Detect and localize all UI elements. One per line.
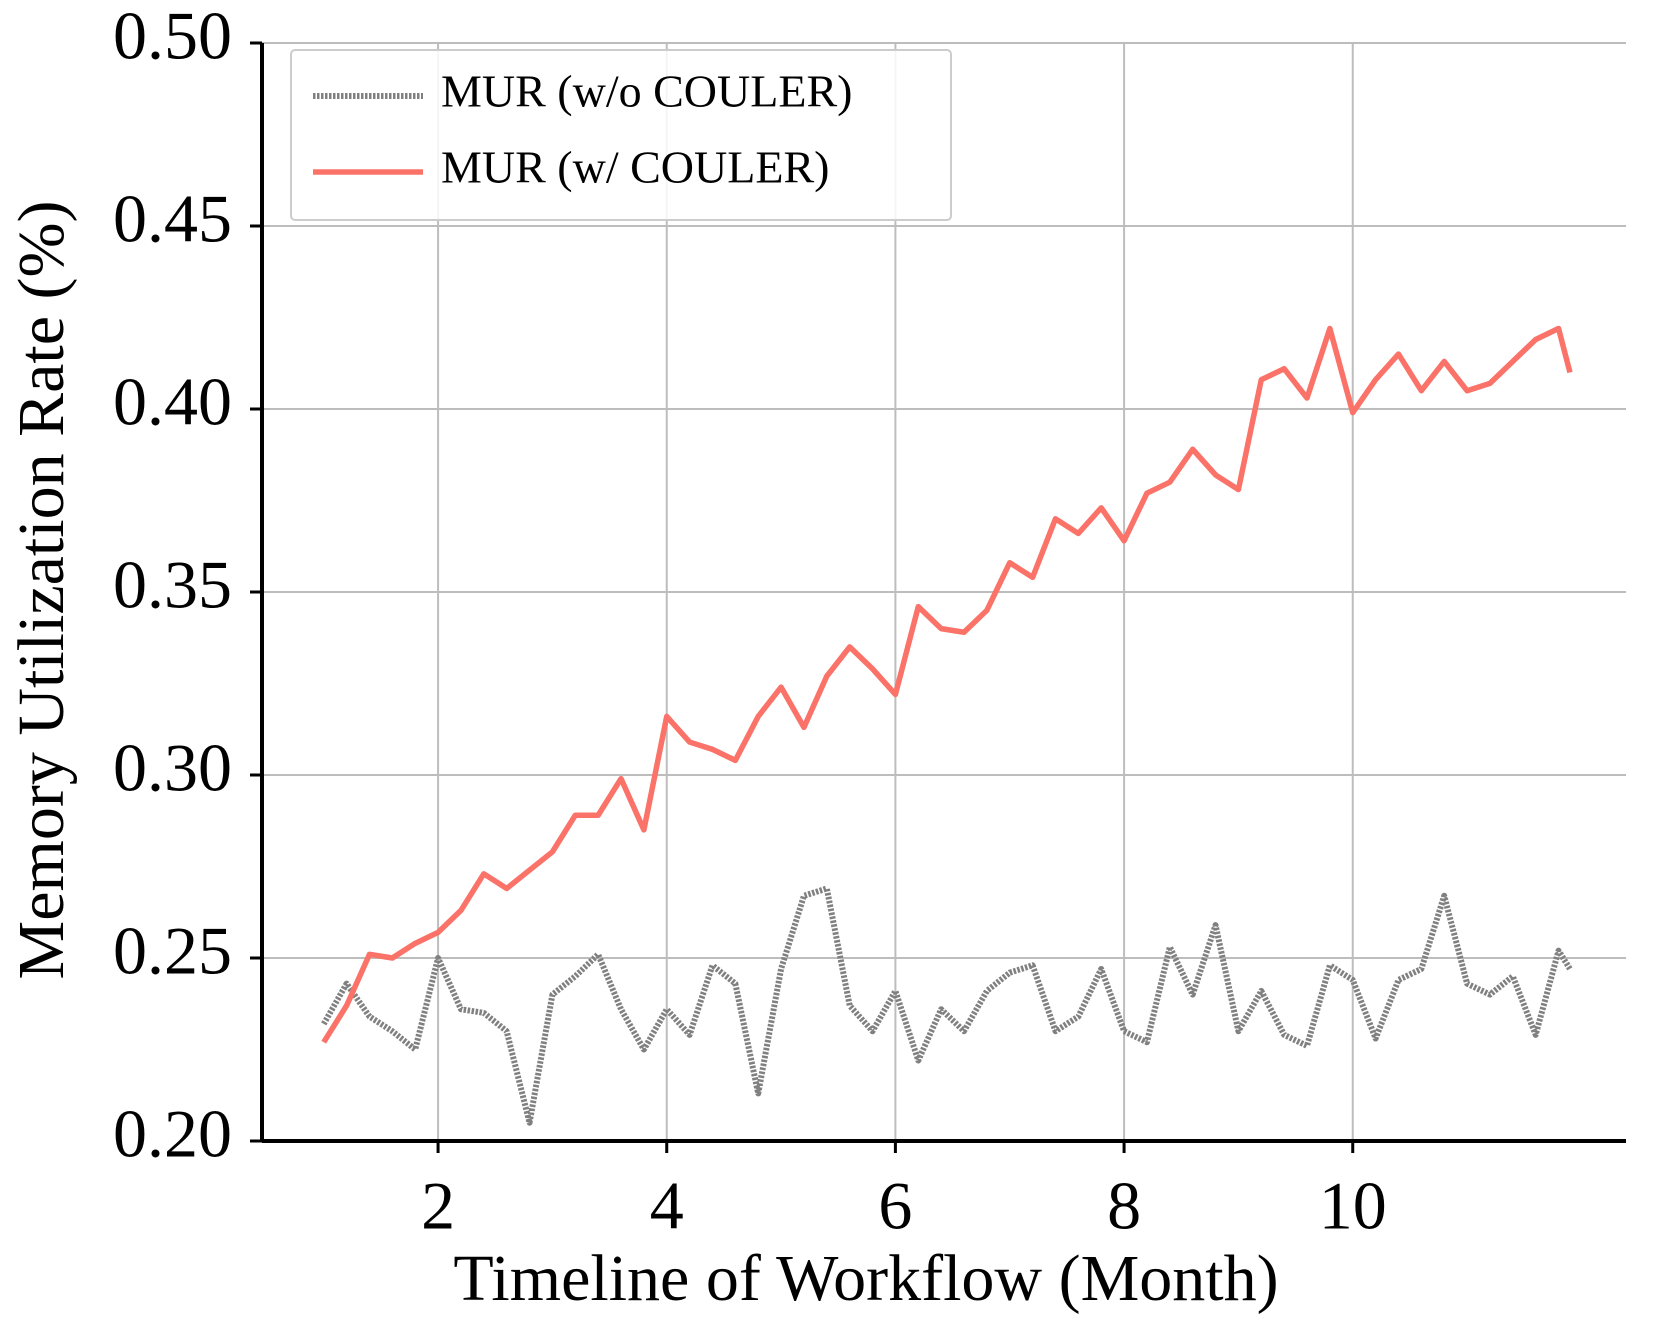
x-tick-label: 10 (1319, 1168, 1387, 1244)
legend-label: MUR (w/o COULER) (441, 66, 852, 117)
series-line (321, 325, 1573, 1044)
y-tick-label: 0.35 (113, 547, 232, 623)
x-tick-label: 6 (878, 1168, 912, 1244)
y-tick-label: 0.50 (113, 0, 232, 74)
y-tick-label: 0.45 (113, 181, 232, 257)
y-tick-label: 0.25 (113, 913, 232, 989)
series-line (321, 885, 1573, 1126)
y-tick-label: 0.40 (113, 364, 232, 440)
y-tick-label: 0.30 (113, 730, 232, 806)
legend-box (290, 49, 952, 221)
x-tick-label: 8 (1107, 1168, 1141, 1244)
y-axis-label: Memory Utilization Rate (%) (5, 201, 78, 980)
x-tick-label: 4 (650, 1168, 684, 1244)
y-tick-label: 0.20 (113, 1096, 232, 1172)
legend-label: MUR (w/ COULER) (441, 142, 829, 193)
x-tick-label: 2 (421, 1168, 455, 1244)
x-axis-label: Timeline of Workflow (Month) (453, 1242, 1278, 1315)
